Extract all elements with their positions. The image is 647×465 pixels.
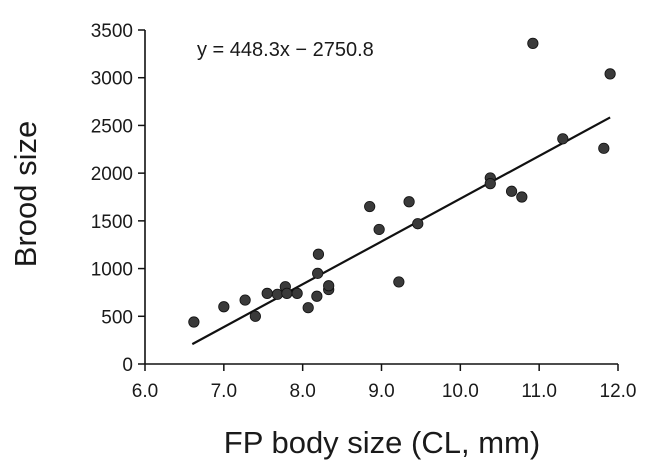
- y-tick-label: 2500: [91, 116, 133, 137]
- x-tick-label: 11.0: [521, 381, 557, 402]
- x-axis-title: FP body size (CL, mm): [224, 425, 540, 460]
- x-tick-label: 7.0: [211, 381, 237, 402]
- data-point: [271, 288, 284, 300]
- x-tick-label: 12.0: [600, 381, 637, 402]
- data-points: [188, 37, 616, 328]
- data-point: [261, 287, 273, 299]
- y-axis-ticks: 0 500 1000 1500 2000 2500 3000 3500: [91, 21, 145, 376]
- data-point: [393, 276, 405, 288]
- data-point: [557, 133, 569, 145]
- data-point: [218, 301, 230, 313]
- data-point: [239, 294, 251, 306]
- y-tick-label: 500: [101, 307, 133, 328]
- data-point: [527, 37, 539, 49]
- data-point: [302, 302, 314, 314]
- trendline-group: [191, 116, 611, 346]
- y-tick-label: 1500: [91, 212, 133, 233]
- axes: [144, 30, 618, 365]
- data-point: [249, 310, 261, 322]
- data-point: [412, 218, 424, 230]
- data-point: [188, 316, 200, 328]
- x-tick-label: 10.0: [442, 381, 479, 402]
- data-point: [484, 178, 496, 190]
- data-point: [505, 185, 518, 197]
- data-point: [312, 248, 325, 260]
- data-point: [516, 191, 528, 203]
- y-tick-label: 1000: [91, 260, 133, 281]
- regression-equation: y = 448.3x − 2750.8: [197, 39, 374, 61]
- data-point: [323, 280, 335, 292]
- data-point: [312, 267, 324, 279]
- data-point: [291, 287, 303, 299]
- data-point: [604, 68, 616, 80]
- data-point: [598, 142, 610, 154]
- data-point: [403, 196, 415, 208]
- y-tick-label: 2000: [91, 164, 133, 185]
- x-axis-ticks: 6.0 7.0 8.0 9.0 10.0 11.0 12.0: [132, 364, 637, 402]
- y-axis-title: Brood size: [8, 121, 43, 267]
- data-point: [311, 290, 323, 302]
- x-tick-label: 8.0: [289, 381, 315, 402]
- x-tick-label: 9.0: [368, 381, 394, 402]
- x-tick-label: 6.0: [132, 381, 158, 402]
- data-point: [281, 287, 293, 299]
- data-point: [373, 223, 385, 236]
- y-tick-label: 3500: [91, 21, 133, 42]
- regression-trendline: [191, 116, 611, 346]
- y-tick-label: 0: [122, 355, 133, 376]
- data-point: [364, 200, 376, 213]
- y-tick-label: 3000: [91, 69, 133, 90]
